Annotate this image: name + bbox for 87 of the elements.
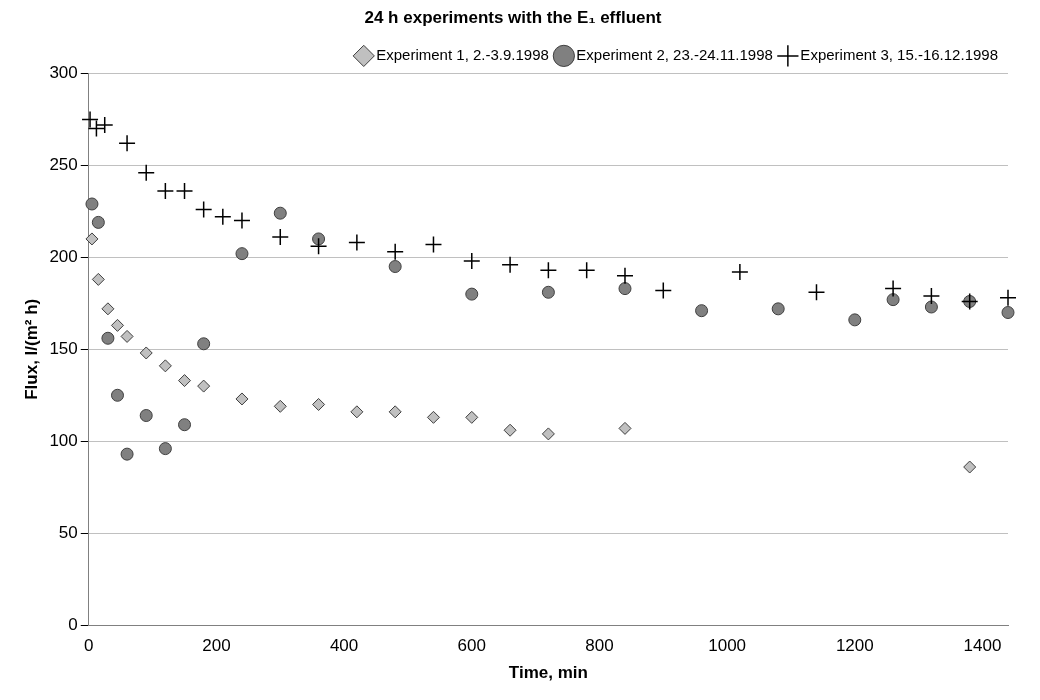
x-tick-label: 600 bbox=[457, 636, 486, 656]
point bbox=[348, 233, 366, 252]
point bbox=[616, 266, 634, 285]
y-tick-label: 200 bbox=[49, 247, 78, 267]
point bbox=[178, 418, 192, 432]
point bbox=[999, 289, 1017, 307]
point bbox=[233, 211, 251, 230]
point bbox=[101, 331, 115, 345]
point bbox=[235, 392, 249, 406]
point bbox=[312, 232, 326, 246]
point bbox=[922, 287, 941, 305]
point bbox=[194, 200, 213, 219]
point bbox=[388, 260, 402, 274]
point bbox=[424, 235, 443, 254]
point bbox=[426, 410, 440, 424]
point bbox=[503, 423, 517, 437]
point bbox=[85, 232, 99, 246]
chart-title: 24 h experiments with the E₁ effluent bbox=[364, 7, 662, 27]
point bbox=[120, 447, 134, 461]
y-tick-label: 50 bbox=[58, 522, 78, 542]
point bbox=[235, 247, 249, 261]
point bbox=[273, 399, 287, 413]
point bbox=[91, 215, 105, 229]
point bbox=[197, 337, 211, 351]
point bbox=[312, 397, 326, 411]
point bbox=[158, 359, 172, 373]
point bbox=[924, 300, 938, 314]
point bbox=[139, 409, 153, 423]
y-tick-label: 150 bbox=[49, 338, 78, 358]
legend-label: Experiment 1, 2.-3.9.1998 bbox=[376, 46, 549, 64]
point bbox=[539, 261, 558, 279]
legend-label: Experiment 3, 15.-16.12.1998 bbox=[800, 46, 999, 64]
legend-label: Experiment 2, 23.-24.11.1998 bbox=[576, 46, 773, 64]
x-tick-label: 800 bbox=[585, 636, 614, 656]
point bbox=[214, 208, 232, 226]
x-tick-label: 200 bbox=[202, 636, 231, 656]
point bbox=[963, 460, 977, 474]
point bbox=[95, 116, 114, 134]
point bbox=[120, 329, 134, 343]
point bbox=[618, 282, 632, 296]
point bbox=[110, 388, 124, 402]
x-tick-label: 1000 bbox=[708, 636, 747, 656]
point bbox=[101, 302, 115, 316]
point bbox=[309, 237, 328, 256]
point bbox=[541, 285, 555, 299]
point bbox=[465, 287, 479, 301]
point bbox=[156, 182, 175, 200]
point bbox=[731, 263, 749, 281]
point bbox=[350, 405, 364, 419]
point bbox=[541, 427, 555, 441]
point bbox=[577, 261, 596, 279]
point bbox=[886, 293, 900, 307]
point bbox=[463, 252, 481, 270]
point bbox=[807, 283, 826, 302]
x-tick-label: 1200 bbox=[835, 636, 874, 656]
point bbox=[654, 281, 673, 300]
point bbox=[178, 374, 192, 388]
y-tick-label: 300 bbox=[49, 63, 78, 83]
point bbox=[175, 182, 194, 200]
point bbox=[110, 318, 124, 332]
y-tick-label: 0 bbox=[68, 614, 78, 634]
point bbox=[1001, 306, 1015, 320]
x-tick-label: 0 bbox=[84, 636, 94, 656]
point bbox=[271, 228, 290, 246]
point bbox=[618, 421, 632, 435]
x-tick-label: 1400 bbox=[963, 636, 1002, 656]
point bbox=[771, 302, 785, 316]
y-axis-title: Flux, l/(m² h) bbox=[21, 298, 41, 400]
point bbox=[197, 379, 211, 393]
point bbox=[695, 304, 709, 318]
point bbox=[91, 272, 105, 286]
point bbox=[386, 243, 404, 261]
point bbox=[85, 197, 99, 211]
point bbox=[465, 410, 479, 424]
point bbox=[273, 206, 287, 220]
x-tick-label: 400 bbox=[329, 636, 359, 656]
point bbox=[137, 163, 155, 182]
point bbox=[501, 255, 519, 274]
point bbox=[158, 442, 172, 456]
x-axis-title: Time, min bbox=[508, 663, 588, 683]
point bbox=[884, 279, 902, 298]
point bbox=[139, 346, 153, 360]
y-tick-label: 100 bbox=[49, 430, 78, 450]
point bbox=[848, 313, 862, 327]
point bbox=[118, 134, 136, 153]
point bbox=[388, 405, 402, 419]
y-tick-label: 250 bbox=[49, 155, 78, 175]
